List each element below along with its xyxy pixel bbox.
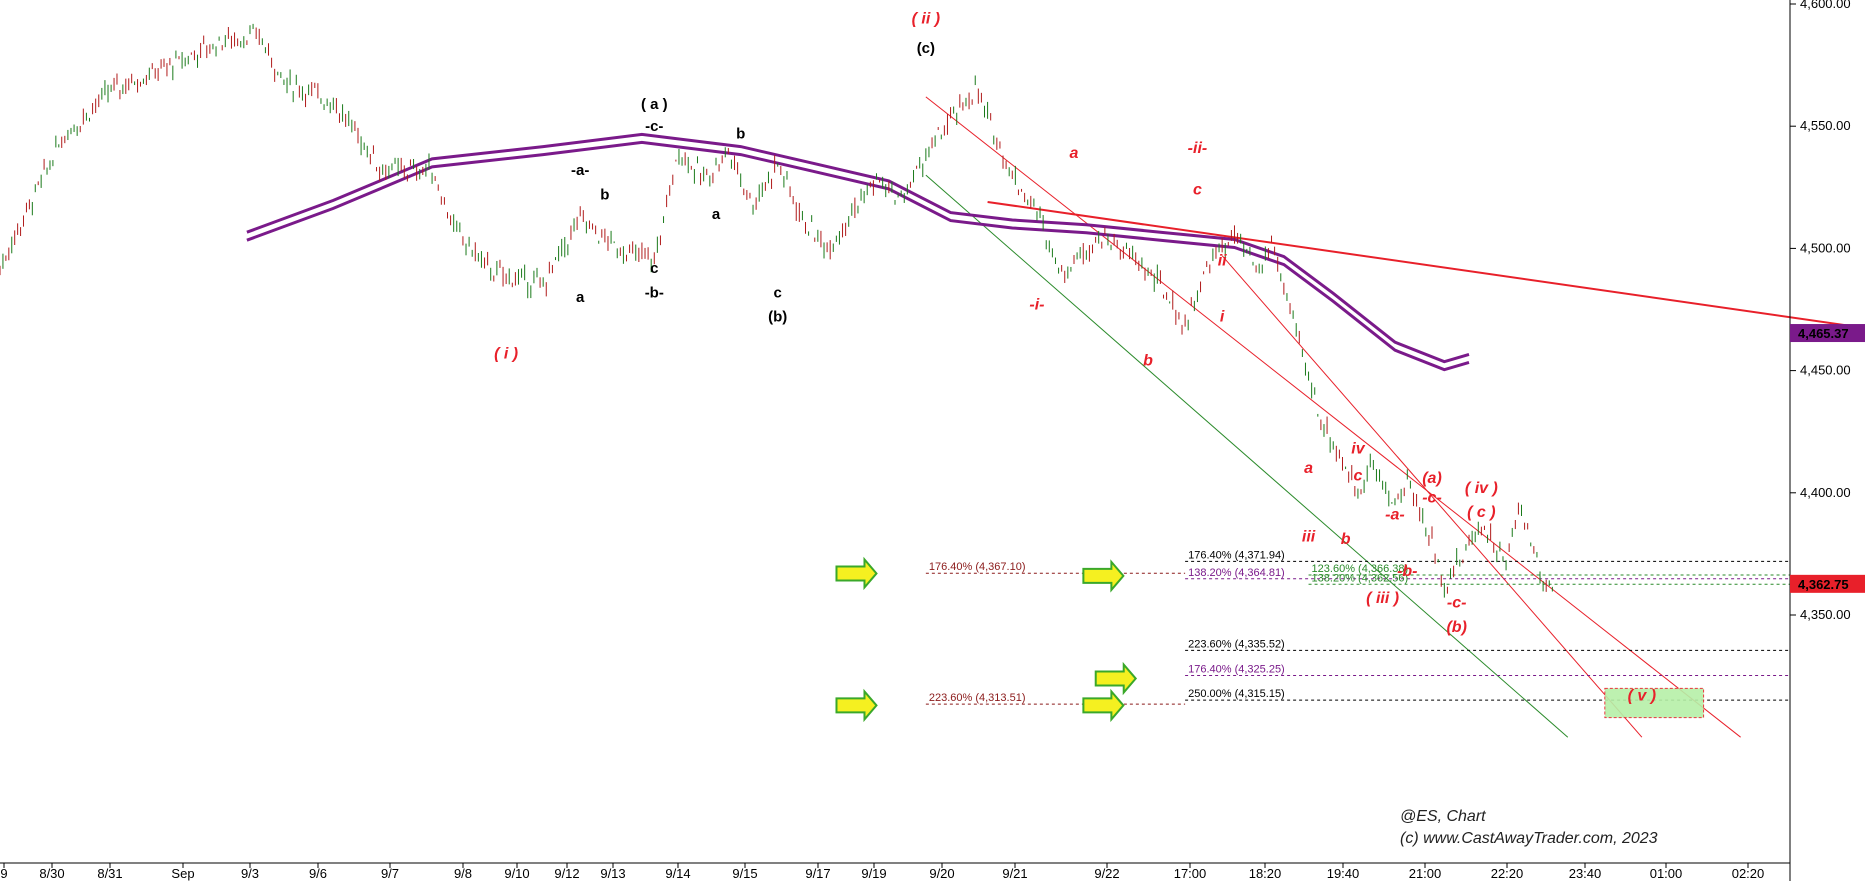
x-tick-label: 9/17 — [805, 866, 830, 881]
fib-level-label: 123.60% (4,366.38) — [1312, 563, 1409, 575]
wave-label: iv — [1351, 441, 1365, 458]
wave-label: -i- — [1029, 297, 1044, 314]
price-tag-label: 4,465.37 — [1798, 326, 1849, 341]
y-tick-label: 4,500.00 — [1800, 240, 1851, 255]
wave-label: (b) — [1446, 619, 1466, 636]
x-tick-label: 9/6 — [309, 866, 327, 881]
x-tick-label: Sep — [171, 866, 194, 881]
wave-label: -b- — [645, 284, 664, 301]
symbol-label: @ES, Chart — [1400, 808, 1486, 825]
moving-average-upper — [246, 132, 1470, 364]
wave-label: -c- — [1447, 595, 1467, 612]
fib-level-label: 138.20% (4,362.56) — [1312, 572, 1409, 584]
x-tick-label: 9/21 — [1002, 866, 1027, 881]
trend-line — [987, 200, 1865, 329]
wave-label: ii — [1218, 253, 1227, 270]
arrow-icon — [1082, 559, 1125, 593]
wave-label: -c- — [1422, 490, 1442, 507]
x-tick-label: 9/20 — [929, 866, 954, 881]
copyright-label: (c) www.CastAwayTrader.com, 2023 — [1400, 830, 1658, 847]
wave-label: (a) — [1422, 470, 1442, 487]
y-tick-label: 4,450.00 — [1800, 363, 1851, 378]
wave-label: ( c ) — [1467, 504, 1495, 521]
x-tick-label: 01:00 — [1650, 866, 1683, 881]
x-tick-label: 9/8 — [454, 866, 472, 881]
wave-label: i — [1220, 309, 1225, 326]
x-tick-label: 9/12 — [554, 866, 579, 881]
wave-label: -a- — [1385, 507, 1405, 524]
wave-label: (c) — [917, 40, 935, 57]
trend-line — [1221, 255, 1643, 738]
wave-label: -ii- — [1188, 140, 1208, 157]
wave-label: b — [1143, 353, 1153, 370]
wave-label: b — [736, 125, 745, 142]
wave-label: a — [1070, 145, 1079, 162]
wave-label: (b) — [768, 309, 787, 326]
arrow-icon — [1094, 661, 1138, 696]
arrow-icon — [835, 556, 878, 591]
y-tick-label: 4,350.00 — [1800, 607, 1851, 622]
x-tick-label: 17:00 — [1174, 866, 1207, 881]
wave-label: b — [600, 187, 609, 204]
x-tick-label: 19:40 — [1327, 866, 1360, 881]
wave-label: iii — [1302, 529, 1316, 546]
wave-label: ( a ) — [641, 96, 668, 113]
x-tick-label: 23:40 — [1569, 866, 1602, 881]
wave-label: ( ii ) — [912, 11, 940, 28]
fib-level-label: 223.60% (4,313.51) — [929, 692, 1026, 704]
price-tag-label: 4,362.75 — [1798, 577, 1849, 592]
x-tick-label: 9/15 — [732, 866, 757, 881]
fib-level-label: 176.40% (4,325.25) — [1188, 663, 1285, 675]
wave-label: a — [1304, 460, 1313, 477]
price-tag-box — [1790, 324, 1865, 343]
wave-label: ( iii ) — [1366, 590, 1399, 607]
trend-line — [925, 174, 1569, 738]
wave-label: a — [712, 206, 721, 223]
arrow-icon — [835, 688, 878, 723]
x-tick-label: 8/30 — [39, 866, 64, 881]
moving-average-lower — [246, 140, 1470, 372]
fib-level-label: 176.40% (4,367.10) — [929, 561, 1026, 573]
fib-level-label: 176.40% (4,371.94) — [1188, 549, 1285, 561]
y-tick-label: 4,400.00 — [1800, 485, 1851, 500]
y-tick-label: 4,550.00 — [1800, 118, 1851, 133]
wave-label: ( v ) — [1628, 688, 1656, 705]
x-tick-label: 18:20 — [1249, 866, 1282, 881]
target-zone-box — [1604, 687, 1705, 719]
x-tick-label: 9/13 — [600, 866, 625, 881]
x-tick-label: 9/19 — [861, 866, 886, 881]
y-tick-label: 4,600.00 — [1800, 0, 1851, 11]
wave-label: -a- — [571, 162, 589, 179]
wave-label: b — [1341, 531, 1351, 548]
x-tick-label: 8/31 — [97, 866, 122, 881]
price-tag-box — [1790, 574, 1865, 593]
x-tick-label: 02:20 — [1732, 866, 1765, 881]
wave-label: -c- — [645, 118, 663, 135]
x-tick-label: 9/7 — [381, 866, 399, 881]
wave-label: a — [576, 289, 585, 306]
wave-label: -b- — [1397, 563, 1417, 580]
x-tick-label: 9 — [0, 866, 7, 881]
trend-line — [925, 96, 1741, 738]
x-tick-label: 21:00 — [1409, 866, 1442, 881]
wave-label: c — [1353, 468, 1362, 485]
x-tick-label: 9/3 — [241, 866, 259, 881]
wave-label: c — [774, 284, 782, 301]
wave-label: ( iv ) — [1465, 480, 1498, 497]
fib-level-label: 250.00% (4,315.15) — [1188, 688, 1285, 700]
arrow-icon — [1082, 688, 1125, 723]
x-tick-label: 9/14 — [665, 866, 690, 881]
wave-label: ( i ) — [494, 345, 518, 362]
x-tick-label: 22:20 — [1491, 866, 1524, 881]
wave-label: c — [1193, 182, 1202, 199]
x-tick-label: 9/10 — [504, 866, 529, 881]
x-tick-label: 9/22 — [1094, 866, 1119, 881]
fib-level-label: 223.60% (4,335.52) — [1188, 638, 1285, 650]
wave-label: c — [650, 260, 658, 277]
fib-level-label: 138.20% (4,364.81) — [1188, 567, 1285, 579]
